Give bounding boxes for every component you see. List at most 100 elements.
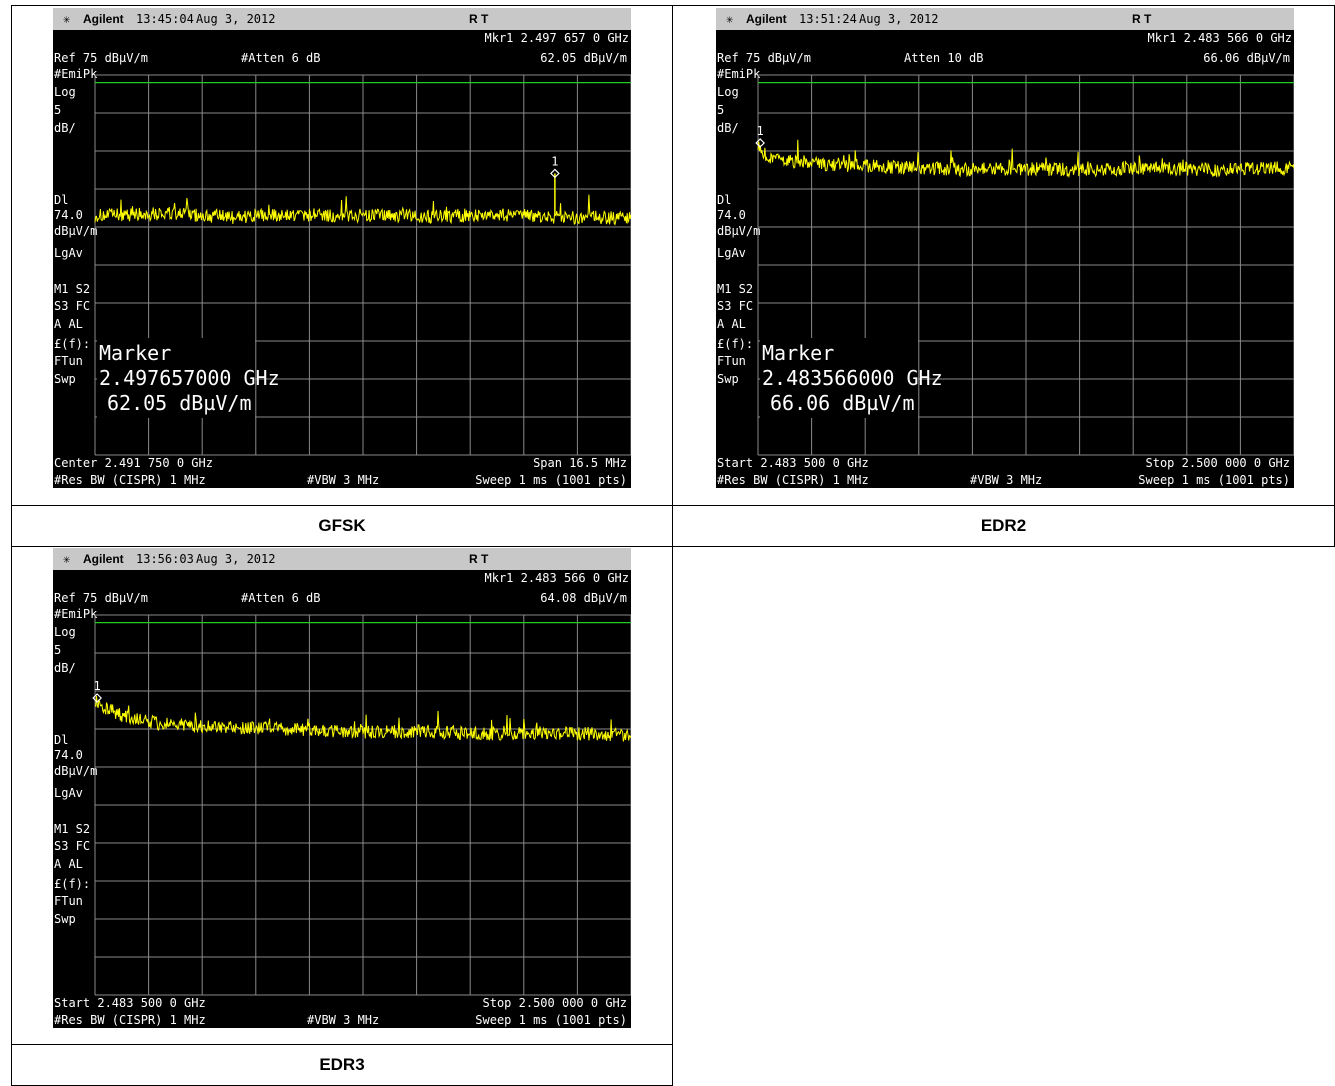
side-annotation-label: Log (717, 85, 739, 99)
panel-caption: GFSK (11, 505, 673, 547)
brand-label: Agilent (83, 552, 124, 566)
side-annotation-label: FTun (54, 894, 83, 908)
spectrum-trace (94, 194, 631, 226)
marker-info-frequency: 2.497657000 GHz (99, 366, 280, 390)
marker-diamond-icon (92, 693, 102, 703)
spectrum-plot-gfsk: ✳ Agilent 13:45:04 Aug 3, 2012 R T Mkr1 2.497… (53, 8, 631, 488)
video-bandwidth: #VBW 3 MHz (970, 473, 1042, 487)
side-annotation-label: £(f): (54, 877, 90, 891)
date-label: Aug 3, 2012 (196, 12, 275, 26)
date-label: Aug 3, 2012 (196, 552, 275, 566)
timestamp: 13:51:24 (799, 12, 857, 26)
side-annotation-label: A AL (717, 317, 746, 331)
marker-info-level: 62.05 dBµV/m (107, 391, 252, 415)
reference-level: Ref 75 dBµV/m (717, 51, 811, 65)
analyzer-screen (53, 30, 631, 488)
side-annotation-label: M1 S2 (717, 282, 753, 296)
side-annotation-label: Swp (717, 372, 739, 386)
marker-readout-frequency: Mkr1 2.483 566 0 GHz (485, 571, 630, 585)
marker-info-level: 66.06 dBµV/m (770, 391, 915, 415)
side-annotation-label: FTun (717, 354, 746, 368)
sweep-time: Sweep 1 ms (1001 pts) (1138, 473, 1290, 487)
side-annotation-label: dB/ (54, 121, 76, 135)
attenuation: #Atten 6 dB (241, 51, 320, 65)
marker-diamond-icon (550, 168, 560, 179)
sweep-time: Sweep 1 ms (1001 pts) (475, 473, 627, 487)
frequency-stop-span: Stop 2.500 000 0 GHz (483, 996, 628, 1010)
side-annotation-label: 5 (717, 103, 724, 117)
spectrum-analyzer-screenshot: ✳ Agilent 13:51:24 Aug 3, 2012 R T Mkr1 2.483… (716, 8, 1294, 488)
reference-level: Ref 75 dBµV/m (54, 51, 148, 65)
side-annotation-label: £(f): (717, 337, 753, 351)
marker-readout-level: 62.05 dBµV/m (540, 51, 627, 65)
side-annotation-label: LgAv (54, 246, 83, 260)
side-annotation-label: M1 S2 (54, 822, 90, 836)
brand-label: Agilent (83, 12, 124, 26)
side-annotation-label: 74.0 (717, 208, 746, 222)
marker-number: 1 (94, 679, 101, 693)
side-annotation-label: Log (54, 85, 76, 99)
panel-caption: EDR2 (672, 505, 1335, 547)
analyzer-screen (53, 570, 631, 1028)
spectrum-plot-edr3: ✳ Agilent 13:56:03 Aug 3, 2012 R T Mkr1 2.483… (53, 548, 631, 1028)
header-bar (716, 8, 1294, 30)
side-annotation-label: Log (54, 625, 76, 639)
date-label: Aug 3, 2012 (859, 12, 938, 26)
marker-readout-frequency: Mkr1 2.497 657 0 GHz (485, 31, 630, 45)
spectrum-plot-edr2: ✳ Agilent 13:51:24 Aug 3, 2012 R T Mkr1 2.483… (716, 8, 1294, 488)
spectrum-analyzer-screenshot: ✳ Agilent 13:45:04 Aug 3, 2012 R T Mkr1 2.497… (53, 8, 631, 488)
side-annotation-label: dBµV/m (717, 224, 760, 238)
mode-indicator: R T (469, 552, 489, 566)
marker-info-box (760, 338, 918, 418)
side-annotation-label: LgAv (54, 786, 83, 800)
spectrum-trace (757, 139, 1294, 179)
reference-level: Ref 75 dBµV/m (54, 591, 148, 605)
side-annotation-label: 74.0 (54, 208, 83, 222)
side-annotation-label: Swp (54, 912, 76, 926)
side-annotation-label: Dl (54, 193, 68, 207)
side-annotation-label: LgAv (717, 246, 746, 260)
resolution-bandwidth: #Res BW (CISPR) 1 MHz (54, 473, 206, 487)
marker-info-title: Marker (99, 341, 171, 365)
side-annotation-label: dB/ (54, 661, 76, 675)
side-annotation-label: 5 (54, 643, 61, 657)
mode-indicator: R T (469, 12, 489, 26)
attenuation: #Atten 6 dB (241, 591, 320, 605)
side-annotation-label: A AL (54, 317, 83, 331)
side-annotation-label: #EmiPk (717, 67, 761, 81)
side-annotation-label: S3 FC (717, 299, 753, 313)
mode-indicator: R T (1132, 12, 1152, 26)
brand-label: Agilent (746, 12, 787, 26)
side-annotation-label: M1 S2 (54, 282, 90, 296)
header-bar (53, 548, 631, 570)
side-annotation-label: 74.0 (54, 748, 83, 762)
header-bar (53, 8, 631, 30)
marker-readout-frequency: Mkr1 2.483 566 0 GHz (1148, 31, 1293, 45)
frequency-start-center: Center 2.491 750 0 GHz (54, 456, 213, 470)
sweep-time: Sweep 1 ms (1001 pts) (475, 1013, 627, 1027)
agilent-logo-icon: ✳ (726, 12, 733, 26)
frequency-start-center: Start 2.483 500 0 GHz (54, 996, 206, 1010)
timestamp: 13:45:04 (136, 12, 194, 26)
spectrum-analyzer-screenshot: ✳ Agilent 13:56:03 Aug 3, 2012 R T Mkr1 2.483… (53, 548, 631, 1028)
marker-readout-level: 64.08 dBµV/m (540, 591, 627, 605)
timestamp: 13:56:03 (136, 552, 194, 566)
marker-info-frequency: 2.483566000 GHz (762, 366, 943, 390)
side-annotation-label: Swp (54, 372, 76, 386)
side-annotation-label: dBµV/m (54, 764, 97, 778)
resolution-bandwidth: #Res BW (CISPR) 1 MHz (54, 1013, 206, 1027)
side-annotation-label: Dl (54, 733, 68, 747)
side-annotation-label: #EmiPk (54, 607, 98, 621)
side-annotation-label: FTun (54, 354, 83, 368)
panel-caption: EDR3 (11, 1044, 673, 1086)
side-annotation-label: dBµV/m (54, 224, 97, 238)
marker-number: 1 (757, 124, 764, 138)
frequency-start-center: Start 2.483 500 0 GHz (717, 456, 869, 470)
spectrum-trace (94, 695, 631, 742)
frequency-stop-span: Stop 2.500 000 0 GHz (1146, 456, 1291, 470)
marker-number: 1 (551, 154, 558, 168)
agilent-logo-icon: ✳ (63, 552, 70, 566)
side-annotation-label: £(f): (54, 337, 90, 351)
attenuation: Atten 10 dB (904, 51, 983, 65)
side-annotation-label: S3 FC (54, 839, 90, 853)
